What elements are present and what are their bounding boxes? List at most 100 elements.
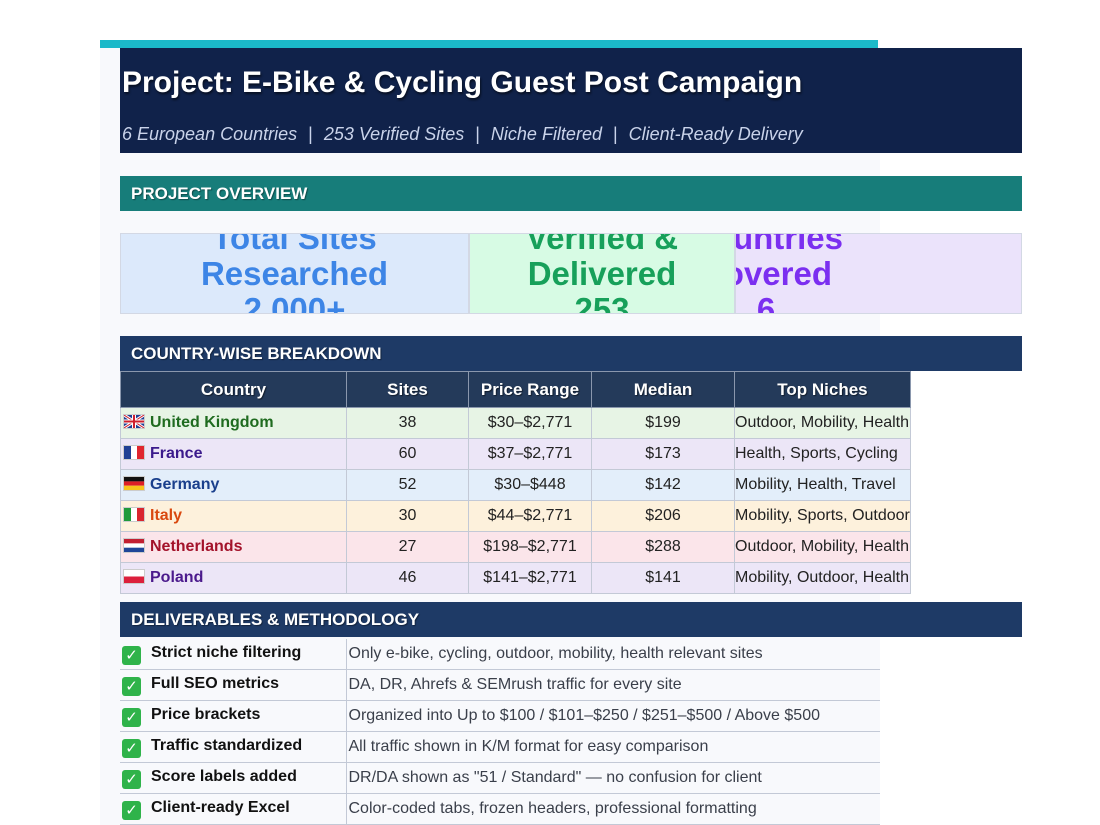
check-icon: ✓ bbox=[122, 738, 141, 758]
table-row: Poland 46 $141–$2,771 $141 Mobility, Out… bbox=[120, 562, 911, 594]
methodology-label: ✓ Client-ready Excel bbox=[120, 793, 347, 825]
subtitle-delivery: Client-Ready Delivery bbox=[628, 124, 803, 144]
price-range-cell: $141–$2,771 bbox=[468, 562, 592, 594]
section-deliverables: DELIVERABLES & METHODOLOGY bbox=[120, 602, 1022, 637]
methodology-desc: DR/DA shown as "51 / Standard" — no conf… bbox=[346, 762, 880, 794]
country-name: United Kingdom bbox=[150, 414, 274, 431]
price-range-cell: $37–$2,771 bbox=[468, 438, 592, 470]
table-header-row: Country Sites Price Range Median Top Nic… bbox=[120, 371, 911, 408]
subtitle-separator: | bbox=[308, 124, 313, 144]
stat-countries: Countries Covered 6 bbox=[735, 233, 1022, 314]
methodology-label: ✓ Score labels added bbox=[120, 762, 347, 794]
subtitle-separator: | bbox=[612, 124, 618, 144]
niches-cell: Mobility, Sports, Outdoor bbox=[734, 500, 911, 532]
country-name: France bbox=[150, 445, 203, 462]
stat-total-sites: Total Sites Researched 2,000+ bbox=[120, 233, 469, 314]
sites-cell: 30 bbox=[346, 500, 469, 532]
methodology-label-text: Traffic standardized bbox=[151, 736, 303, 754]
methodology-label-text: Full SEO metrics bbox=[151, 674, 280, 692]
list-item: ✓ Full SEO metrics DA, DR, Ahrefs & SEMru… bbox=[120, 669, 880, 701]
methodology-desc: DA, DR, Ahrefs & SEMrush traffic for eve… bbox=[346, 669, 880, 701]
list-item: ✓ Price brackets Organized into Up to $10… bbox=[120, 700, 880, 732]
uk-flag-icon bbox=[123, 413, 145, 430]
check-icon: ✓ bbox=[122, 800, 141, 820]
sites-cell: 52 bbox=[346, 469, 469, 501]
accent-bar bbox=[100, 40, 878, 48]
niches-cell: Outdoor, Mobility, Health bbox=[734, 531, 911, 563]
country-cell: Italy bbox=[120, 500, 347, 532]
country-table: Country Sites Price Range Median Top Nic… bbox=[120, 371, 911, 594]
median-cell: $206 bbox=[591, 500, 735, 532]
median-cell: $173 bbox=[591, 438, 735, 470]
sites-cell: 60 bbox=[346, 438, 469, 470]
stat-value: 6 bbox=[756, 291, 776, 314]
median-cell: $199 bbox=[591, 407, 735, 439]
median-cell: $288 bbox=[591, 531, 735, 563]
country-cell: Netherlands bbox=[120, 531, 347, 563]
stat-label-line: Covered bbox=[736, 255, 833, 292]
poland-flag-icon bbox=[123, 569, 145, 584]
methodology-desc: Color-coded tabs, frozen headers, profes… bbox=[346, 793, 880, 825]
country-cell: Germany bbox=[120, 469, 347, 501]
stat-value: 2,000+ bbox=[243, 291, 346, 314]
header-sites: Sites bbox=[346, 371, 469, 408]
check-icon: ✓ bbox=[122, 676, 141, 696]
stat-label-line: Countries bbox=[735, 233, 843, 256]
germany-flag-icon bbox=[123, 476, 145, 491]
niches-cell: Mobility, Health, Travel bbox=[734, 469, 911, 501]
country-name: Netherlands bbox=[150, 538, 243, 555]
methodology-label: ✓ Strict niche filtering bbox=[120, 639, 347, 670]
niches-cell: Outdoor, Mobility, Health bbox=[734, 407, 911, 439]
sites-cell: 27 bbox=[346, 531, 469, 563]
subtitle-separator: | bbox=[475, 124, 480, 144]
niches-cell: Health, Sports, Cycling bbox=[734, 438, 911, 470]
niches-cell: Mobility, Outdoor, Health bbox=[734, 562, 911, 594]
section-project-overview: PROJECT OVERVIEW bbox=[120, 176, 1022, 211]
subtitle-niche: Niche Filtered bbox=[490, 124, 602, 144]
methodology-desc: Organized into Up to $100 / $101–$250 / … bbox=[346, 700, 880, 732]
section-country-breakdown: COUNTRY-WISE BREAKDOWN bbox=[120, 336, 1022, 371]
stat-value: 253 bbox=[574, 291, 630, 314]
sites-cell: 38 bbox=[346, 407, 469, 439]
list-item: ✓ Client-ready Excel Color-coded tabs, fr… bbox=[120, 793, 880, 825]
country-name: Germany bbox=[150, 476, 220, 493]
header-top-niches: Top Niches bbox=[734, 371, 911, 408]
median-cell: $142 bbox=[591, 469, 735, 501]
table-row: Germany 52 $30–$448 $142 Mobility, Healt… bbox=[120, 469, 911, 501]
check-icon: ✓ bbox=[122, 769, 141, 789]
table-row: Italy 30 $44–$2,771 $206 Mobility, Sport… bbox=[120, 500, 911, 532]
table-row: France 60 $37–$2,771 $173 Health, Sports… bbox=[120, 438, 911, 470]
stat-label-line: Verified & bbox=[525, 233, 679, 256]
header-country: Country bbox=[120, 371, 347, 408]
country-name: Poland bbox=[150, 569, 204, 586]
check-icon: ✓ bbox=[122, 645, 141, 665]
header-median: Median bbox=[591, 371, 735, 408]
country-cell: France bbox=[120, 438, 347, 470]
check-icon: ✓ bbox=[122, 707, 141, 727]
project-header: Project: E-Bike & Cycling Guest Post Cam… bbox=[120, 48, 1022, 153]
list-item: ✓ Traffic standardized All traffic shown … bbox=[120, 731, 880, 763]
stat-label-line: Researched bbox=[200, 255, 389, 292]
price-range-cell: $30–$448 bbox=[468, 469, 592, 501]
methodology-desc: Only e-bike, cycling, outdoor, mobility,… bbox=[346, 639, 880, 670]
methodology-label: ✓ Traffic standardized bbox=[120, 731, 347, 763]
list-item: ✓ Score labels added DR/DA shown as "51 /… bbox=[120, 762, 880, 794]
price-range-cell: $198–$2,771 bbox=[468, 531, 592, 563]
table-row: United Kingdom 38 $30–$2,771 $199 Outdoo… bbox=[120, 407, 911, 439]
median-cell: $141 bbox=[591, 562, 735, 594]
methodology-table: ✓ Strict niche filtering Only e-bike, cyc… bbox=[120, 639, 880, 825]
italy-flag-icon bbox=[123, 507, 145, 522]
france-flag-icon bbox=[123, 445, 145, 460]
methodology-label: ✓ Price brackets bbox=[120, 700, 347, 732]
stat-verified: Verified & Delivered 253 bbox=[469, 233, 735, 314]
country-cell: Poland bbox=[120, 562, 347, 594]
methodology-label-text: Score labels added bbox=[151, 767, 297, 785]
list-item: ✓ Strict niche filtering Only e-bike, cyc… bbox=[120, 639, 880, 670]
price-range-cell: $30–$2,771 bbox=[468, 407, 592, 439]
project-subtitle: 6 European Countries | 253 Verified Site… bbox=[122, 124, 803, 145]
methodology-label-text: Price brackets bbox=[151, 705, 261, 723]
netherlands-flag-icon bbox=[123, 538, 145, 553]
project-title: Project: E-Bike & Cycling Guest Post Cam… bbox=[122, 66, 803, 99]
price-range-cell: $44–$2,771 bbox=[468, 500, 592, 532]
header-price-range: Price Range bbox=[468, 371, 592, 408]
